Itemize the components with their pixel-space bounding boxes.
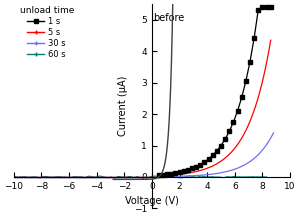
Text: before: before <box>153 13 184 23</box>
Y-axis label: Current (μA): Current (μA) <box>118 76 128 136</box>
X-axis label: Voltage (V): Voltage (V) <box>125 196 179 206</box>
Legend: 1 s, 5 s, 30 s, 60 s: 1 s, 5 s, 30 s, 60 s <box>18 4 76 61</box>
